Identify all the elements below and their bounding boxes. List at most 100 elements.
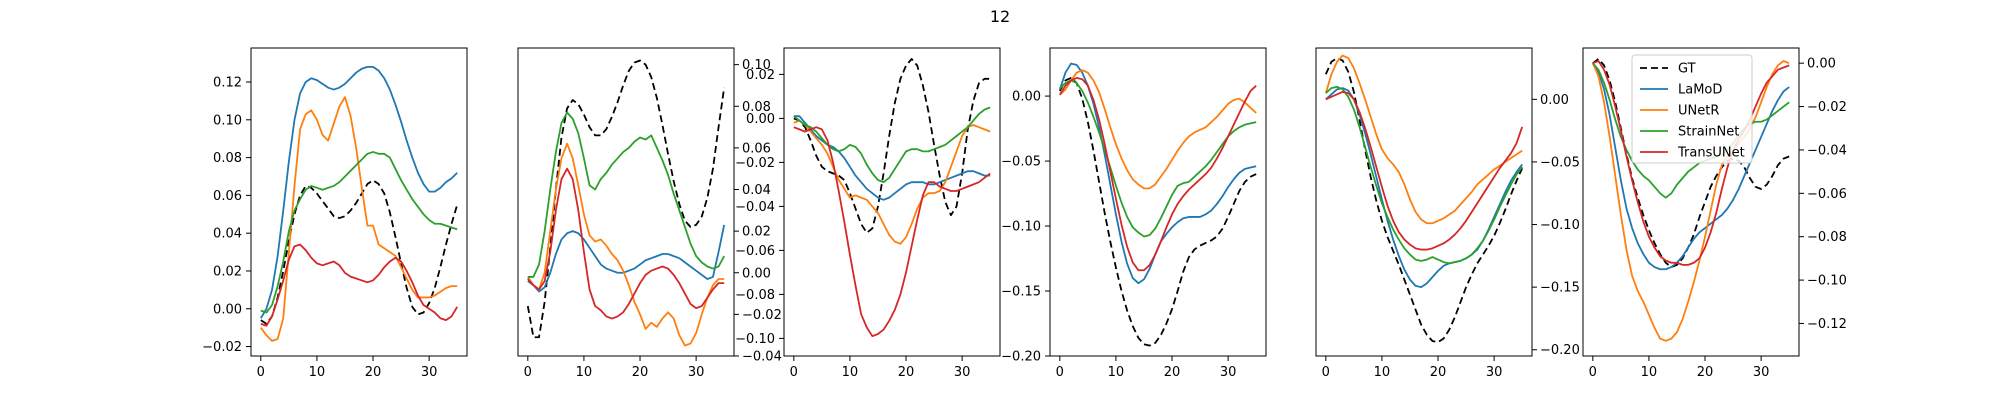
y-tick-label: 0.10 — [213, 113, 242, 128]
legend: GT LaMoD UNetR StrainNet TransUNet — [1631, 54, 1753, 164]
legend-label-unetr: UNetR — [1678, 104, 1719, 119]
y-tick-label: −0.02 — [735, 156, 775, 171]
y-tick-label: 0.08 — [742, 100, 771, 115]
subplot-5: 0 10 20 30 −0.20 −0.15 −0.10 −0.05 0.00 — [1315, 47, 1580, 380]
series-line-lamod — [793, 115, 991, 201]
y-tick-label: −0.08 — [735, 288, 775, 303]
x-tick-label: 0 — [524, 365, 532, 380]
series-line-lamod — [1592, 62, 1790, 271]
axes-frame — [1315, 47, 1533, 357]
x-tick-label: 10 — [309, 365, 326, 380]
y-tick-label: −0.10 — [1001, 220, 1041, 235]
x-tick-label: 10 — [1374, 365, 1391, 380]
y-tick-label: 0.04 — [742, 183, 771, 198]
x-tick-label: 20 — [1697, 365, 1714, 380]
y-tick-label: 0.10 — [742, 58, 771, 73]
y-tick-label: −0.05 — [1540, 155, 1580, 170]
subplot-group: 0 10 20 30 −0.02 0.00 0.02 0.04 0.06 0.08 0.10 0.12… — [202, 47, 1847, 380]
legend-label-strainnet: StrainNet — [1678, 125, 1739, 140]
x-tick-label: 10 — [1641, 365, 1658, 380]
x-tick-label: 0 — [790, 365, 798, 380]
figure-title: 12 — [990, 7, 1010, 26]
y-tick-label: 0.02 — [213, 264, 242, 279]
series-line-strainnet — [260, 151, 458, 314]
x-tick-label: 30 — [688, 365, 705, 380]
series-line-transunet — [1592, 60, 1790, 266]
y-tick-label: 0.00 — [746, 112, 775, 127]
x-tick-label: 20 — [365, 365, 382, 380]
subplot-1: 0 10 20 30 −0.02 0.00 0.02 0.04 0.06 0.08 0.10 0.12 — [202, 47, 468, 380]
series-line-unetr — [1059, 69, 1257, 190]
y-tick-label: −0.08 — [1807, 230, 1847, 245]
series-line-unetr — [260, 96, 458, 342]
y-tick-label: 0.00 — [1012, 90, 1041, 105]
axes-frame — [1582, 47, 1800, 357]
series-line-lamod — [527, 224, 726, 293]
subplot-3: 0 10 20 30 −0.10 −0.08 −0.06 −0.04 −0.02 0.00 0.02 — [735, 47, 1001, 380]
series-line-unetr — [1324, 54, 1523, 225]
series-line-strainnet — [527, 111, 725, 278]
y-tick-label: −0.02 — [742, 308, 782, 323]
legend-label-gt: GT — [1678, 62, 1696, 77]
y-tick-label: 0.08 — [213, 151, 242, 166]
y-tick-label: −0.04 — [742, 350, 782, 365]
subplot-6: 0 10 20 30 −0.12 −0.10 −0.08 −0.06 −0.04 −0.02 0.0… — [1582, 47, 1847, 380]
series-line-unetr — [1591, 60, 1790, 342]
y-tick-label: −0.06 — [735, 244, 775, 259]
y-tick-label: −0.10 — [1807, 274, 1847, 289]
y-tick-label: 0.02 — [742, 225, 771, 240]
y-tick-label: −0.20 — [1001, 350, 1041, 365]
x-tick-label: 10 — [576, 365, 593, 380]
series-line-lamod — [260, 66, 458, 319]
series-line-strainnet — [1059, 79, 1257, 238]
y-tick-label: 0.12 — [213, 76, 242, 91]
y-tick-label: 0.06 — [742, 141, 771, 156]
y-tick-label: −0.15 — [1540, 281, 1580, 296]
y-tick-label: 0.02 — [746, 68, 775, 83]
series-line-transunet — [1325, 90, 1524, 251]
y-tick-label: −0.04 — [1807, 143, 1847, 158]
x-tick-label: 0 — [1322, 365, 1330, 380]
y-tick-label: −0.15 — [1001, 285, 1041, 300]
series-line-transunet — [527, 167, 725, 320]
x-tick-label: 10 — [1108, 365, 1125, 380]
series-line-unetr — [527, 142, 725, 347]
series-line-gt — [793, 58, 991, 234]
series-line-strainnet — [793, 106, 991, 184]
series-line-strainnet — [1592, 62, 1790, 199]
legend-label-lamod: LaMoD — [1678, 83, 1722, 98]
y-tick-label: −0.06 — [1807, 187, 1847, 202]
y-tick-label: 0.00 — [1807, 57, 1836, 72]
series-line-gt — [1324, 57, 1524, 344]
x-tick-label: 20 — [898, 365, 915, 380]
x-tick-label: 20 — [1164, 365, 1181, 380]
series-line-transunet — [793, 126, 991, 338]
y-tick-label: −0.04 — [735, 200, 775, 215]
x-tick-label: 30 — [1753, 365, 1770, 380]
y-tick-label: −0.02 — [202, 340, 242, 355]
axes-frame — [517, 47, 735, 357]
subplot-4: 0 10 20 30 −0.20 −0.15 −0.10 −0.05 0.00 — [1001, 47, 1267, 380]
subplot-2: 0 10 20 30 −0.04 −0.02 0.00 0.02 0.04 0.06 0.08 0.1… — [517, 47, 782, 380]
x-tick-label: 30 — [1486, 365, 1503, 380]
series-line-transunet — [1059, 76, 1257, 272]
series-line-gt — [1059, 76, 1257, 347]
x-tick-label: 20 — [632, 365, 649, 380]
y-tick-label: −0.20 — [1540, 343, 1580, 358]
x-tick-label: 20 — [1430, 365, 1447, 380]
x-tick-label: 10 — [842, 365, 859, 380]
y-tick-label: −0.12 — [1807, 317, 1847, 332]
legend-label-transunet: TransUNet — [1677, 146, 1745, 161]
y-tick-label: 0.00 — [742, 266, 771, 281]
series-line-gt — [260, 179, 459, 325]
y-tick-label: −0.05 — [1001, 155, 1041, 170]
axes-frame — [1049, 47, 1267, 357]
y-tick-label: 0.06 — [213, 189, 242, 204]
x-tick-label: 0 — [1589, 365, 1597, 380]
y-tick-label: 0.00 — [1540, 93, 1569, 108]
series-line-transunet — [260, 243, 458, 327]
y-tick-label: −0.10 — [735, 332, 775, 347]
y-tick-label: −0.10 — [1540, 218, 1580, 233]
axes-frame — [783, 47, 1001, 357]
